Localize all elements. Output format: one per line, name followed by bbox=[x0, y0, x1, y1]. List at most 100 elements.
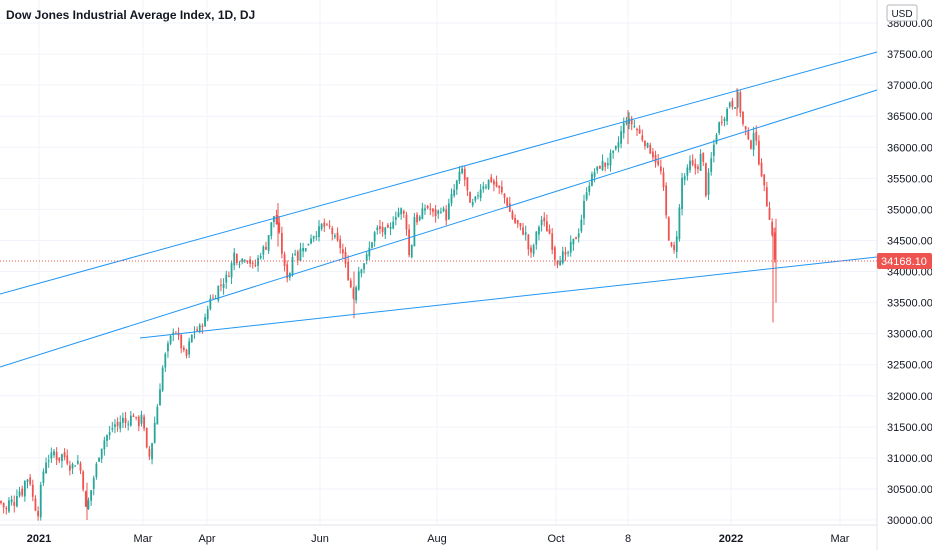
candle-body bbox=[424, 208, 426, 211]
candle-body bbox=[217, 285, 220, 301]
candle-body bbox=[707, 172, 710, 195]
candle-body bbox=[341, 249, 344, 254]
candle-body bbox=[606, 163, 609, 166]
candle-body bbox=[127, 423, 130, 425]
candle-body bbox=[773, 232, 776, 260]
candle-body bbox=[723, 119, 726, 121]
candle-body bbox=[670, 242, 673, 247]
candle-body bbox=[307, 243, 310, 246]
candle-body bbox=[278, 222, 281, 233]
candle-body bbox=[233, 252, 236, 266]
candle-body bbox=[675, 236, 678, 252]
support-trendline[interactable] bbox=[139, 256, 878, 339]
candle-body bbox=[699, 153, 702, 171]
candle-body bbox=[299, 248, 302, 261]
candle-body bbox=[628, 118, 630, 125]
candle-body bbox=[190, 334, 193, 343]
candle-body bbox=[39, 484, 42, 518]
candle-body bbox=[45, 462, 47, 474]
candle-body bbox=[689, 160, 691, 171]
candle-body bbox=[47, 460, 50, 462]
currency-badge[interactable]: USD bbox=[886, 4, 918, 22]
candle-body bbox=[426, 206, 429, 209]
candle-body bbox=[334, 235, 336, 237]
time-tick-label: Aug bbox=[427, 533, 447, 545]
candle-body bbox=[5, 507, 8, 510]
candle-body bbox=[230, 263, 233, 278]
candle-body bbox=[506, 198, 509, 206]
candle-body bbox=[23, 481, 26, 497]
candle-body bbox=[710, 158, 713, 172]
candle-body bbox=[225, 274, 228, 283]
candle-body bbox=[652, 151, 654, 158]
candle-body bbox=[442, 208, 445, 212]
candle-body bbox=[609, 152, 612, 166]
candle-body bbox=[249, 259, 251, 264]
candle-body bbox=[418, 216, 421, 221]
upper-channel-trendline[interactable] bbox=[0, 51, 878, 295]
candle-body bbox=[500, 186, 503, 193]
candle-body bbox=[535, 231, 538, 245]
candle-body bbox=[580, 219, 583, 232]
candle-body bbox=[8, 500, 10, 512]
candle-body bbox=[522, 227, 524, 235]
candle-body bbox=[235, 254, 238, 264]
price-tick-label: 34500.00 bbox=[887, 235, 932, 247]
candle-body bbox=[447, 203, 450, 220]
candle-body bbox=[71, 464, 74, 469]
price-axis[interactable]: 38000.0037500.0037000.0036500.0036000.00… bbox=[887, 18, 932, 527]
candle-body bbox=[381, 226, 384, 232]
candle-body bbox=[103, 440, 106, 450]
candle-body bbox=[712, 144, 715, 156]
candle-body bbox=[410, 245, 413, 258]
candle-body bbox=[156, 406, 159, 425]
candle-body bbox=[204, 317, 206, 327]
candle-body bbox=[498, 185, 501, 188]
candle-body bbox=[678, 207, 681, 240]
candle-body bbox=[74, 465, 77, 467]
candle-body bbox=[84, 491, 87, 507]
price-tick-label: 33000.00 bbox=[887, 329, 932, 341]
candle-body bbox=[546, 221, 548, 232]
candle-body bbox=[659, 166, 662, 172]
candle-body bbox=[167, 343, 169, 352]
middle-channel-trendline[interactable] bbox=[0, 89, 878, 368]
candle-body bbox=[469, 192, 471, 203]
candle-body bbox=[516, 220, 519, 224]
candle-body bbox=[220, 284, 222, 286]
candle-body bbox=[617, 142, 620, 148]
candle-body bbox=[726, 108, 728, 122]
candle-body bbox=[511, 211, 514, 219]
candle-body bbox=[185, 349, 188, 356]
price-tick-label: 31000.00 bbox=[887, 453, 932, 465]
candle-body bbox=[718, 122, 721, 134]
candle-body bbox=[453, 189, 456, 196]
candle-body bbox=[572, 238, 575, 245]
time-tick-label: Mar bbox=[831, 533, 850, 545]
candle-body bbox=[736, 91, 739, 108]
candle-body bbox=[259, 255, 262, 259]
candle-body bbox=[246, 260, 249, 262]
candle-body bbox=[265, 246, 267, 250]
candle-body bbox=[384, 227, 387, 235]
trendline-drawings[interactable] bbox=[0, 51, 878, 368]
candle-body bbox=[34, 498, 37, 511]
candle-body bbox=[485, 186, 487, 188]
candle-body bbox=[493, 180, 495, 185]
candle-body bbox=[728, 102, 731, 107]
candle-body bbox=[122, 417, 124, 423]
time-axis[interactable]: 2021 Mar Apr Jun Aug Oct 8 2022 Mar bbox=[27, 533, 850, 545]
candle-body bbox=[31, 484, 34, 497]
candle-body bbox=[291, 256, 294, 276]
price-tick-label: 33500.00 bbox=[887, 298, 932, 310]
candle-body bbox=[387, 224, 389, 228]
candle-body bbox=[755, 131, 758, 141]
candle-body bbox=[87, 500, 90, 510]
chart-grid bbox=[0, 0, 877, 525]
candle-body bbox=[458, 171, 461, 182]
candle-body bbox=[310, 238, 312, 244]
candle-body bbox=[100, 448, 103, 459]
candle-body bbox=[519, 223, 522, 227]
candle-body bbox=[0, 501, 2, 503]
